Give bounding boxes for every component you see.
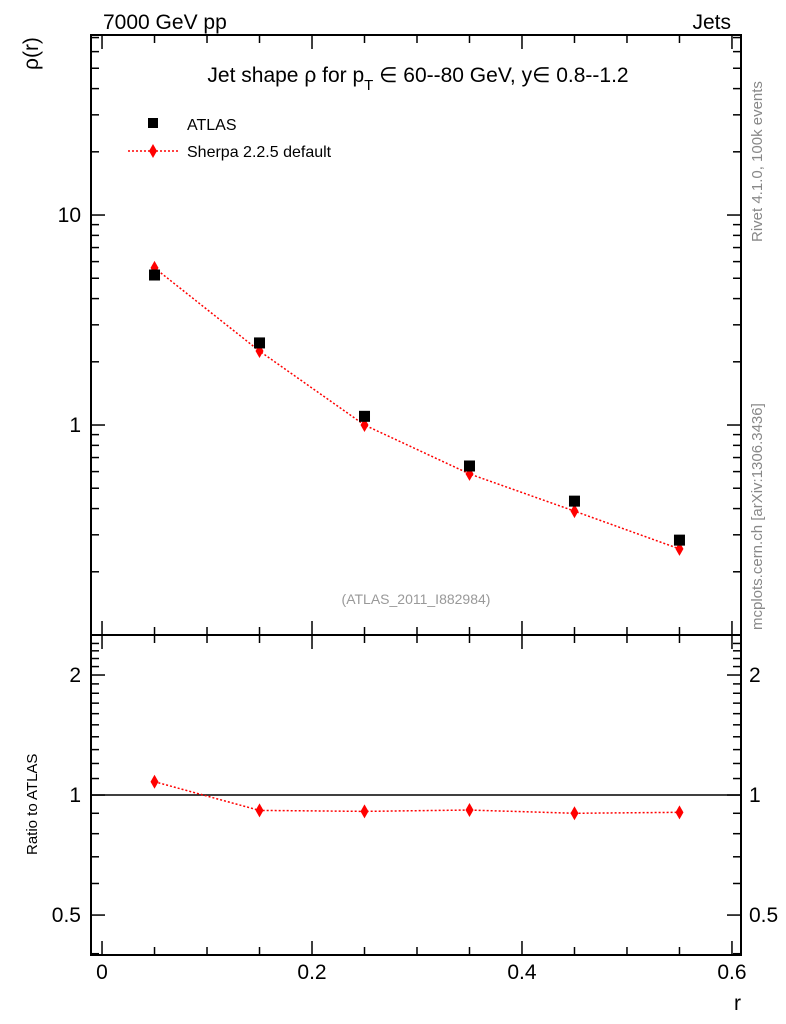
legend-label-sherpa: Sherpa 2.2.5 default <box>187 144 332 161</box>
atlas-point <box>568 495 580 507</box>
mcplots-label: mcplots.cern.ch [arXiv:1306.3436] <box>749 403 766 630</box>
header-left: 7000 GeV pp <box>103 11 227 34</box>
y-tick-label-right: 1 <box>749 784 761 807</box>
sherpa-line <box>154 267 680 550</box>
atlas-point <box>149 269 161 281</box>
y-tick-label: 1 <box>69 414 81 437</box>
ratio-point <box>255 803 264 818</box>
x-tick-label: 0.6 <box>717 961 746 984</box>
ratio-ylabel: Ratio to ATLAS <box>24 754 41 855</box>
atlas-point <box>673 534 685 546</box>
x-tick-label: 0 <box>96 961 108 984</box>
ratio-point <box>465 803 474 818</box>
header-right: Jets <box>692 11 731 34</box>
x-tick-label: 0.4 <box>507 961 537 984</box>
ratio-point <box>675 805 684 820</box>
y-tick-label: 10 <box>58 204 81 227</box>
y-tick-label: 1 <box>69 784 81 807</box>
ratio-point <box>360 804 369 819</box>
legend: ATLAS Sherpa 2.2.5 default <box>128 117 332 161</box>
ratio-point <box>570 806 579 821</box>
main-ylabel: ρ(r) <box>20 37 43 70</box>
y-tick-label: 2 <box>69 664 81 687</box>
watermark: (ATLAS_2011_I882984) <box>342 591 491 607</box>
xlabel: r <box>734 992 741 1015</box>
legend-label-atlas: ATLAS <box>187 117 237 134</box>
atlas-point <box>359 410 371 422</box>
plot-title: Jet shape ρ for pT ∈ 60--80 GeV, y∈ 0.8-… <box>207 64 628 94</box>
sherpa-point <box>570 504 579 519</box>
atlas-point <box>463 460 475 472</box>
rivet-label: Rivet 4.1.0, 100k events <box>749 81 766 242</box>
y-tick-label-right: 2 <box>749 664 761 687</box>
x-tick-label: 0.2 <box>297 961 326 984</box>
ratio-line <box>154 780 680 815</box>
y-tick-label-right: 0.5 <box>749 904 778 927</box>
legend-marker-atlas <box>148 118 158 128</box>
atlas-point <box>254 337 266 349</box>
ratio-point <box>150 774 159 789</box>
legend-marker-sherpa <box>149 144 157 158</box>
y-tick-label: 0.5 <box>52 904 81 927</box>
